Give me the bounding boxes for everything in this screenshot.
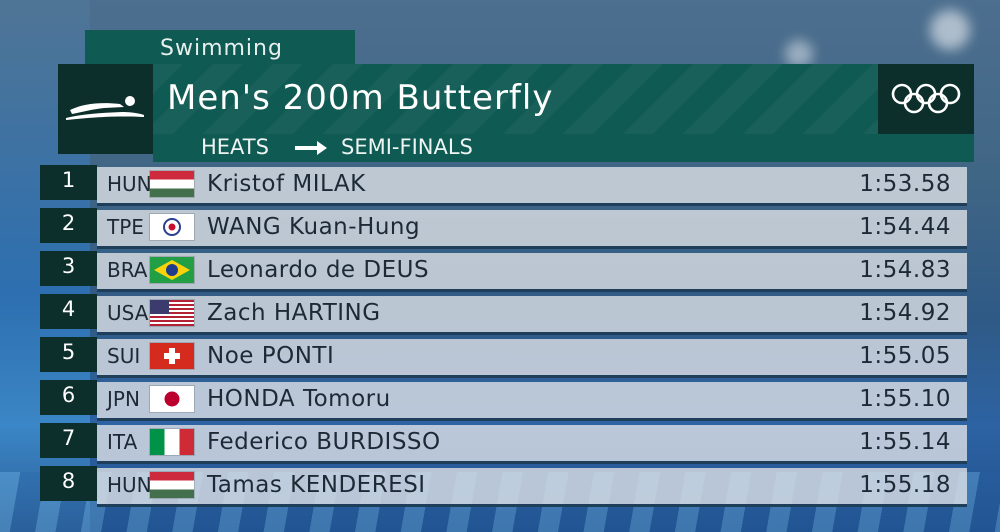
italy-flag-icon: [150, 429, 194, 455]
noc-code: TPE: [107, 215, 144, 239]
noc-code: SUI: [107, 344, 141, 368]
event-title-bar: Men's 200m Butterfly: [153, 64, 878, 134]
rank: 3: [40, 251, 97, 286]
result-row: 4 USA Zach HARTING 1:54.92: [40, 294, 980, 336]
result-time: 1:55.05: [859, 343, 951, 369]
swimmer-icon: [66, 96, 144, 120]
switzerland-flag-icon: [150, 343, 194, 369]
result-bar: ITA Federico BURDISSO 1:55.14: [97, 425, 967, 464]
rank: 7: [40, 423, 97, 458]
hungary-flag-icon: [150, 472, 194, 498]
sport-label: Swimming: [160, 36, 283, 61]
rank: 4: [40, 294, 97, 329]
result-bar: USA Zach HARTING 1:54.92: [97, 296, 967, 335]
event-title: Men's 200m Butterfly: [167, 78, 554, 118]
stage-from: HEATS: [201, 135, 269, 159]
athlete-name: WANG Kuan-Hung: [207, 214, 421, 240]
arrow-right-icon: [295, 141, 327, 155]
brazil-flag-icon: [150, 257, 194, 283]
result-row: 7 ITA Federico BURDISSO 1:55.14: [40, 423, 980, 465]
noc-code: ITA: [107, 430, 138, 454]
rank: 2: [40, 208, 97, 243]
result-bar: HUN Tamas KENDERESI 1:55.18: [97, 468, 967, 507]
result-row: 6 JPN HONDA Tomoru 1:55.10: [40, 380, 980, 422]
noc-code: HUN: [107, 172, 152, 196]
athlete-name: Leonardo de DEUS: [207, 257, 430, 283]
result-bar: SUI Noe PONTI 1:55.05: [97, 339, 967, 378]
result-row: 8 HUN Tamas KENDERESI 1:55.18: [40, 466, 980, 508]
results-list: 1 HUN Kristof MILAK 1:53.58 2 TPE WANG K…: [40, 165, 980, 509]
result-time: 1:54.83: [859, 257, 951, 283]
result-time: 1:54.44: [859, 214, 951, 240]
result-bar: BRA Leonardo de DEUS 1:54.83: [97, 253, 967, 292]
rank: 8: [40, 466, 97, 501]
usa-flag-icon: [150, 300, 194, 326]
stage-bar: HEATS SEMI-FINALS: [153, 134, 974, 162]
athlete-name: Zach HARTING: [207, 300, 381, 326]
arena-light: [785, 40, 813, 68]
rank: 5: [40, 337, 97, 372]
result-time: 1:55.10: [859, 386, 951, 412]
rank: 6: [40, 380, 97, 415]
athlete-name: Federico BURDISSO: [207, 429, 441, 455]
result-row: 1 HUN Kristof MILAK 1:53.58: [40, 165, 980, 207]
result-bar: JPN HONDA Tomoru 1:55.10: [97, 382, 967, 421]
result-row: 5 SUI Noe PONTI 1:55.05: [40, 337, 980, 379]
athlete-name: HONDA Tomoru: [207, 386, 391, 412]
athlete-name: Kristof MILAK: [207, 171, 366, 197]
noc-code: HUN: [107, 473, 152, 497]
japan-flag-icon: [150, 386, 194, 412]
sport-icon-box: [58, 64, 153, 154]
result-time: 1:54.92: [859, 300, 951, 326]
olympic-rings-icon: [891, 83, 961, 114]
hungary-flag-icon: [150, 171, 194, 197]
athlete-name: Tamas KENDERESI: [207, 472, 426, 498]
noc-code: BRA: [107, 258, 148, 282]
result-bar: TPE WANG Kuan-Hung 1:54.44: [97, 210, 967, 249]
rank: 1: [40, 165, 97, 200]
arena-light: [930, 10, 970, 50]
sport-tab: Swimming: [85, 30, 355, 66]
result-bar: HUN Kristof MILAK 1:53.58: [97, 167, 967, 206]
result-row: 3 BRA Leonardo de DEUS 1:54.83: [40, 251, 980, 293]
chinese-taipei-flag-icon: [150, 214, 194, 240]
result-time: 1:53.58: [859, 171, 951, 197]
stage-to: SEMI-FINALS: [341, 135, 473, 159]
noc-code: JPN: [107, 387, 140, 411]
athlete-name: Noe PONTI: [207, 343, 335, 369]
noc-code: USA: [107, 301, 149, 325]
result-row: 2 TPE WANG Kuan-Hung 1:54.44: [40, 208, 980, 250]
result-time: 1:55.18: [859, 472, 951, 498]
result-time: 1:55.14: [859, 429, 951, 455]
logo-box: [878, 64, 974, 134]
